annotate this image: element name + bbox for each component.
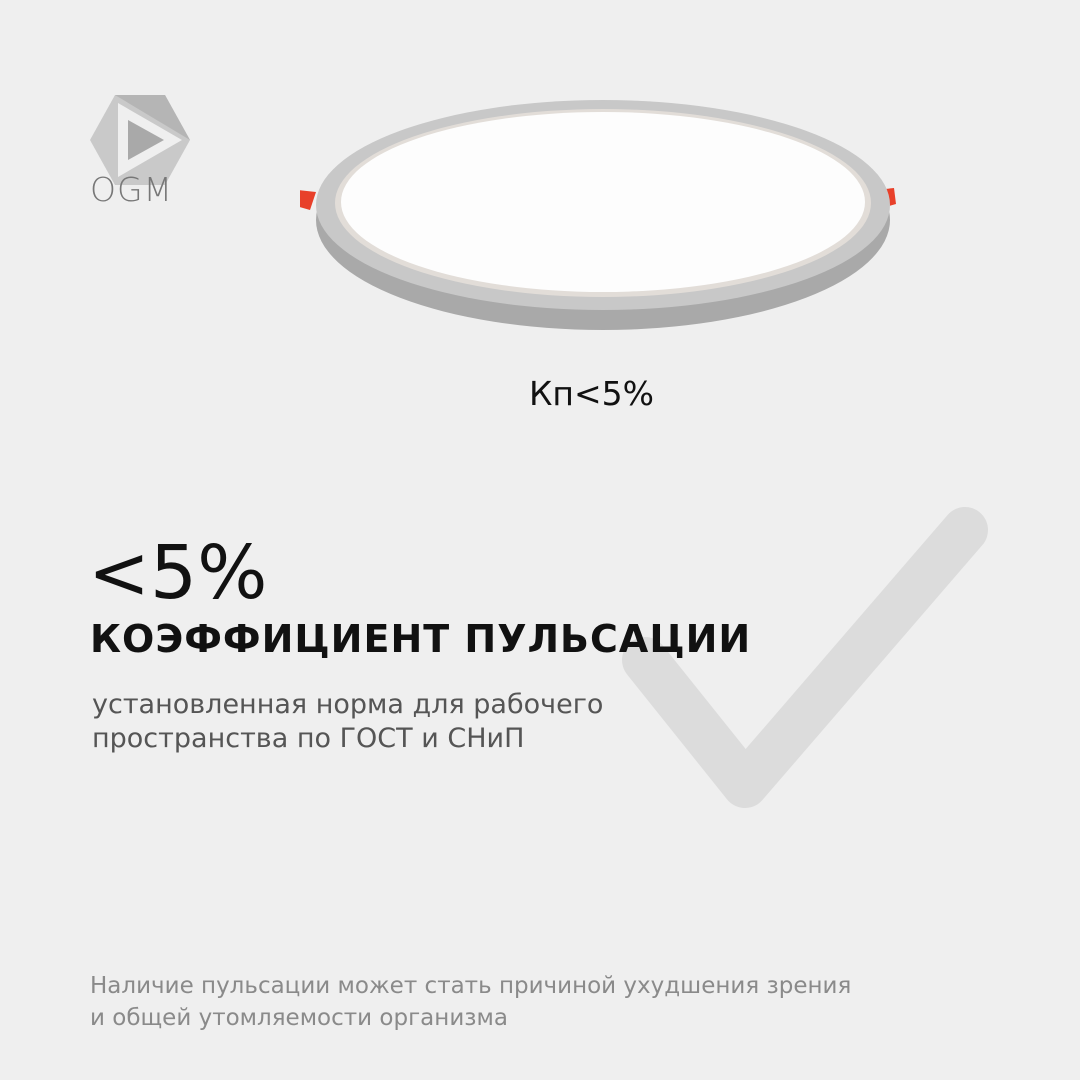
headline-value: <5% [88, 530, 268, 616]
logo-text: OGM [90, 170, 174, 209]
description-line: установленная норма для рабочего [92, 689, 604, 720]
footnote-line: и общей утомляемости организма [90, 1005, 508, 1031]
checkmark-icon [622, 507, 988, 808]
headline-title: КОЭФФИЦИЕНТ ПУЛЬСАЦИИ [90, 617, 752, 661]
ogm-logo-icon [90, 95, 190, 185]
description-line: пространства по ГОСТ и СНиП [92, 723, 525, 754]
footnote: Наличие пульсации может стать причиной у… [90, 970, 851, 1034]
lamp-image [300, 100, 896, 330]
product-caption: Кп<5% [528, 374, 654, 413]
footnote-line: Наличие пульсации может стать причиной у… [90, 973, 852, 999]
description: установленная норма для рабочего простра… [92, 688, 603, 756]
